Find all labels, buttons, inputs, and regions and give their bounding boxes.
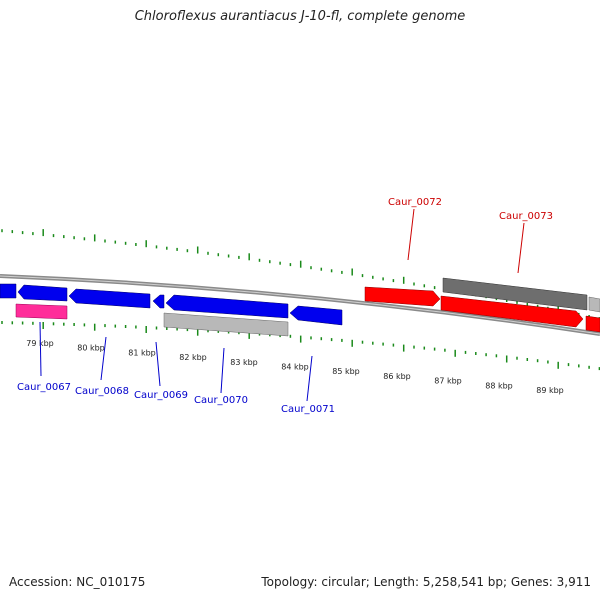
- gene-arrow-reverse: [165, 294, 289, 319]
- accession-text: Accession: NC_010175: [9, 575, 146, 589]
- label-leader-line: [220, 347, 225, 394]
- label-leader-line: [306, 355, 313, 402]
- gene-arrow-reverse: [68, 288, 151, 309]
- label-leader-line: [407, 208, 415, 261]
- gene-label: Caur_0072: [388, 197, 442, 208]
- tick-label: 85 kbp: [332, 367, 360, 376]
- gene-label: Caur_0071: [281, 404, 335, 415]
- tick-label: 80 kbp: [77, 344, 105, 353]
- genome-summary-text: Topology: circular; Length: 5,258,541 bp…: [261, 575, 591, 589]
- label-leader-line: [517, 222, 525, 274]
- inner-tick-row: [1, 321, 600, 371]
- tick-label: 89 kbp: [536, 386, 564, 395]
- gene-arrow-reverse: [17, 284, 68, 302]
- gene-label: Caur_0070: [194, 395, 248, 406]
- gene-label: Caur_0068: [75, 386, 129, 397]
- tick-label: 82 kbp: [179, 353, 207, 362]
- tick-label: 81 kbp: [128, 348, 156, 357]
- backbone-line-inner: [0, 275, 600, 335]
- tick-label: 88 kbp: [485, 381, 513, 390]
- tick-label: 86 kbp: [383, 372, 411, 381]
- gene-arrow-reverse: [0, 283, 17, 299]
- map-title: Chloroflexus aurantiacus J-10-fl, comple…: [134, 9, 466, 24]
- gene-arrow-forward: [440, 295, 584, 328]
- gene-arrow-reverse: [289, 305, 343, 326]
- label-leader-line: [155, 341, 161, 387]
- pseudo-gene-feature: [442, 277, 588, 311]
- rna-gene-feature: [15, 303, 68, 320]
- label-leader-line: [100, 336, 107, 381]
- gene-features: [0, 277, 600, 337]
- gene-label: Caur_0069: [134, 390, 188, 401]
- tick-label: 84 kbp: [281, 363, 309, 372]
- pseudo-gene-feature: [588, 296, 600, 313]
- gene-label: Caur_0067: [17, 382, 71, 393]
- gene-arrow-forward: [364, 286, 441, 307]
- gene-arrow-forward: [585, 315, 600, 333]
- gene-arrow-reverse: [152, 294, 165, 309]
- pseudo-gene-feature: [163, 312, 289, 337]
- gene-labels: Caur_0067 Caur_0068 Caur_0069 Caur_0070 …: [17, 197, 553, 415]
- gene-label: Caur_0073: [499, 211, 553, 222]
- tick-label: 83 kbp: [230, 358, 258, 367]
- label-leader-line: [39, 321, 42, 377]
- tick-label: 87 kbp: [434, 377, 462, 386]
